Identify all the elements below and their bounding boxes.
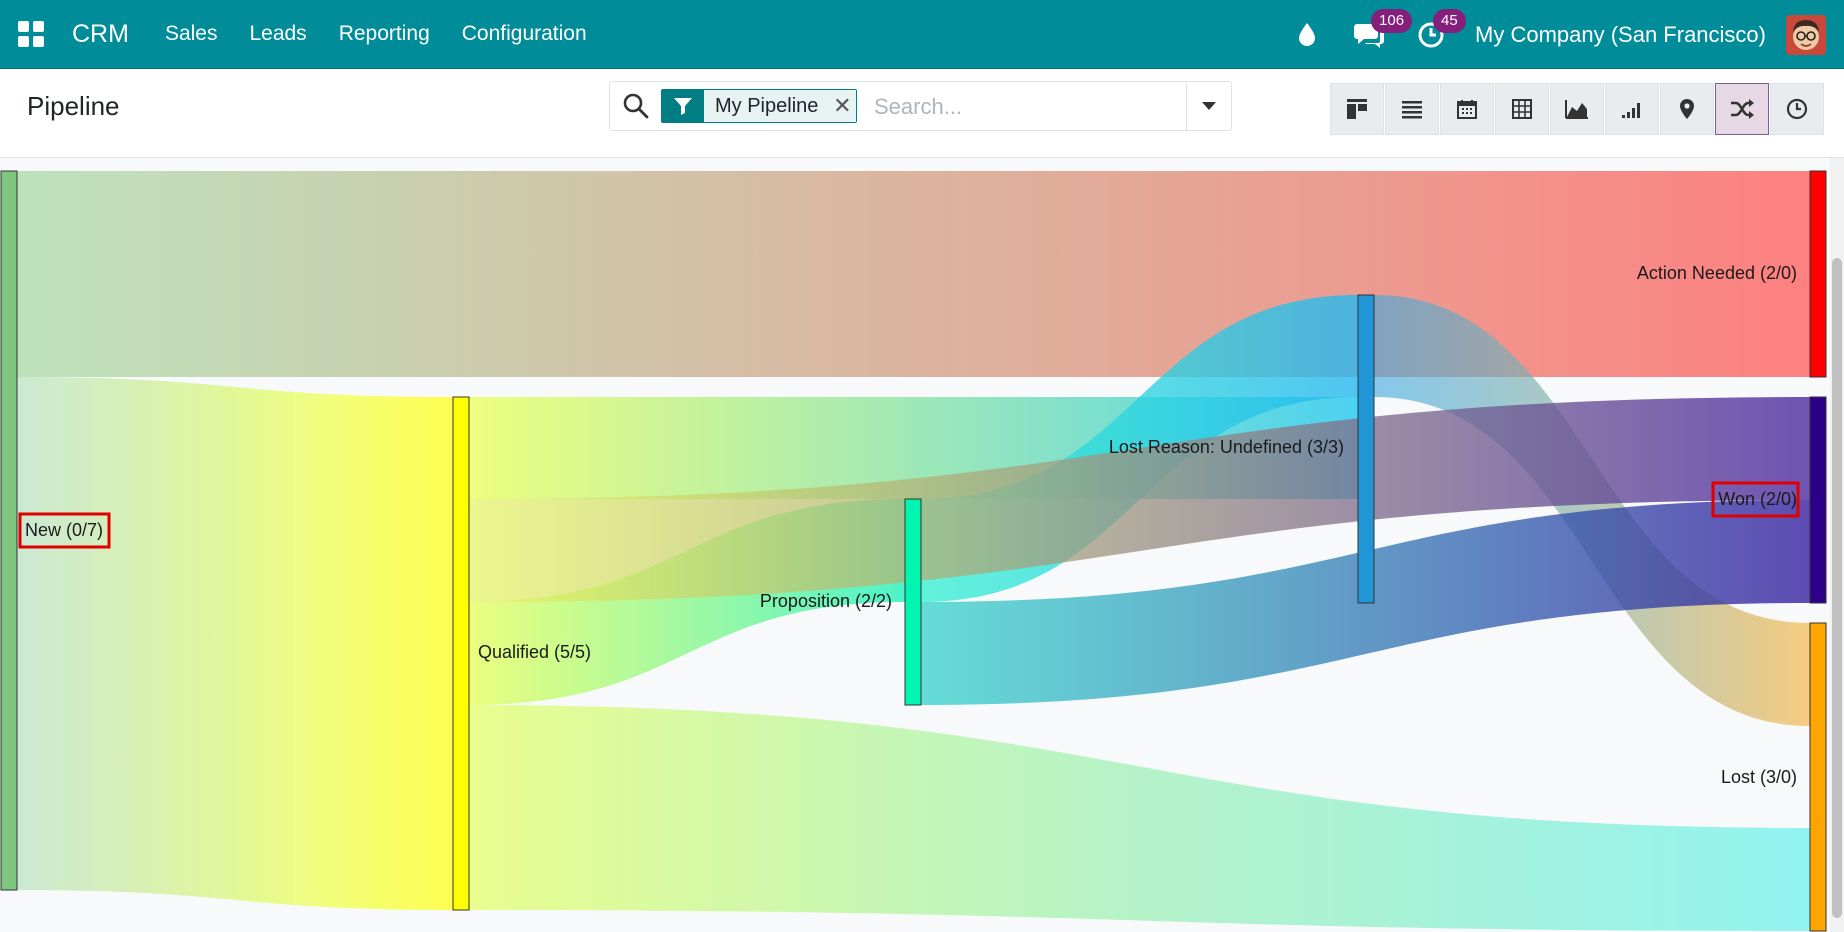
sankey-view-button[interactable] [1715, 83, 1769, 135]
messages-button[interactable]: 106 [1351, 8, 1413, 53]
sankey-node-qualified[interactable] [452, 396, 470, 911]
node-label-proposition: Proposition (2/2) [760, 591, 892, 611]
sankey-node-new[interactable] [0, 170, 18, 891]
calendar-view-button[interactable] [1440, 83, 1494, 135]
menu-leads[interactable]: Leads [249, 22, 307, 45]
sankey-link[interactable] [469, 705, 1810, 931]
chart-scrollbar[interactable] [1830, 158, 1844, 932]
cohort-view-button[interactable] [1605, 83, 1659, 135]
activity-view-button[interactable] [1770, 83, 1824, 135]
table-icon [1512, 99, 1532, 119]
top-navbar: CRM Sales Leads Reporting Configuration … [0, 0, 1844, 69]
apps-menu-icon[interactable] [18, 21, 44, 47]
activities-badge: 45 [1433, 8, 1466, 33]
sankey-node-action-needed[interactable] [1809, 170, 1827, 378]
menu-reporting[interactable]: Reporting [338, 22, 430, 45]
search-bar: My Pipeline ✕ [609, 81, 1232, 131]
sankey-link[interactable] [17, 377, 453, 910]
node-label-won: Won (2/0) [1718, 489, 1797, 509]
messages-badge: 106 [1371, 8, 1413, 33]
filter-facet: My Pipeline ✕ [661, 89, 858, 123]
search-options-toggle[interactable] [1186, 82, 1231, 130]
kanban-view-button[interactable] [1330, 83, 1384, 135]
caret-down-icon [1202, 102, 1216, 110]
search-icon[interactable] [622, 92, 650, 120]
menu-configuration[interactable]: Configuration [461, 22, 587, 45]
navbar-systray: 106 45 My Company (San Francisco) [1289, 0, 1844, 69]
sankey-node-won[interactable] [1809, 396, 1827, 604]
sankey-node-lost-reason[interactable] [1357, 294, 1375, 604]
map-marker-icon [1680, 99, 1694, 119]
area-chart-icon [1565, 100, 1588, 119]
page-title: Pipeline [27, 91, 120, 121]
user-avatar[interactable] [1786, 14, 1826, 55]
facet-remove-icon[interactable]: ✕ [828, 90, 857, 122]
new-label-highlight [18, 512, 111, 549]
clock-icon [1786, 98, 1808, 120]
sankey-link[interactable] [17, 171, 1810, 377]
scrollbar-thumb[interactable] [1832, 258, 1842, 918]
chat-icon [1354, 23, 1385, 48]
company-switcher[interactable]: My Company (San Francisco) [1475, 21, 1766, 47]
won-label-highlight [1711, 481, 1800, 518]
drop-icon[interactable] [1289, 17, 1325, 53]
pivot-view-button[interactable] [1495, 83, 1549, 135]
node-label-action-needed: Action Needed (2/0) [1637, 263, 1797, 283]
sankey-link[interactable] [469, 397, 1810, 602]
node-label-lost: Lost (3/0) [1721, 767, 1797, 787]
sankey-node-lost[interactable] [1809, 622, 1827, 932]
view-switcher [1330, 83, 1825, 135]
control-panel: Pipeline My Pipeline ✕ [0, 69, 1844, 158]
sankey-node-proposition[interactable] [904, 498, 922, 706]
list-view-button[interactable] [1385, 83, 1439, 135]
signal-bars-icon [1622, 103, 1640, 118]
filter-icon [662, 90, 704, 122]
activities-button[interactable]: 45 [1413, 8, 1466, 53]
sankey-chart: New (0/7) Qualified (5/5) Proposition (2… [0, 170, 1827, 932]
shuffle-icon [1731, 99, 1754, 119]
app-brand[interactable]: CRM [72, 19, 129, 48]
list-icon [1402, 101, 1422, 119]
facet-label: My Pipeline [704, 90, 829, 122]
clock-icon [1418, 22, 1444, 47]
node-label-new: New (0/7) [25, 520, 103, 540]
search-input[interactable] [872, 92, 1176, 122]
graph-view-button[interactable] [1550, 83, 1604, 135]
node-label-qualified: Qualified (5/5) [478, 642, 591, 662]
menu-sales[interactable]: Sales [164, 22, 218, 45]
node-label-lost-reason: Lost Reason: Undefined (3/3) [1109, 437, 1344, 457]
calendar-icon [1457, 100, 1477, 119]
map-view-button[interactable] [1660, 83, 1714, 135]
kanban-icon [1347, 99, 1367, 119]
